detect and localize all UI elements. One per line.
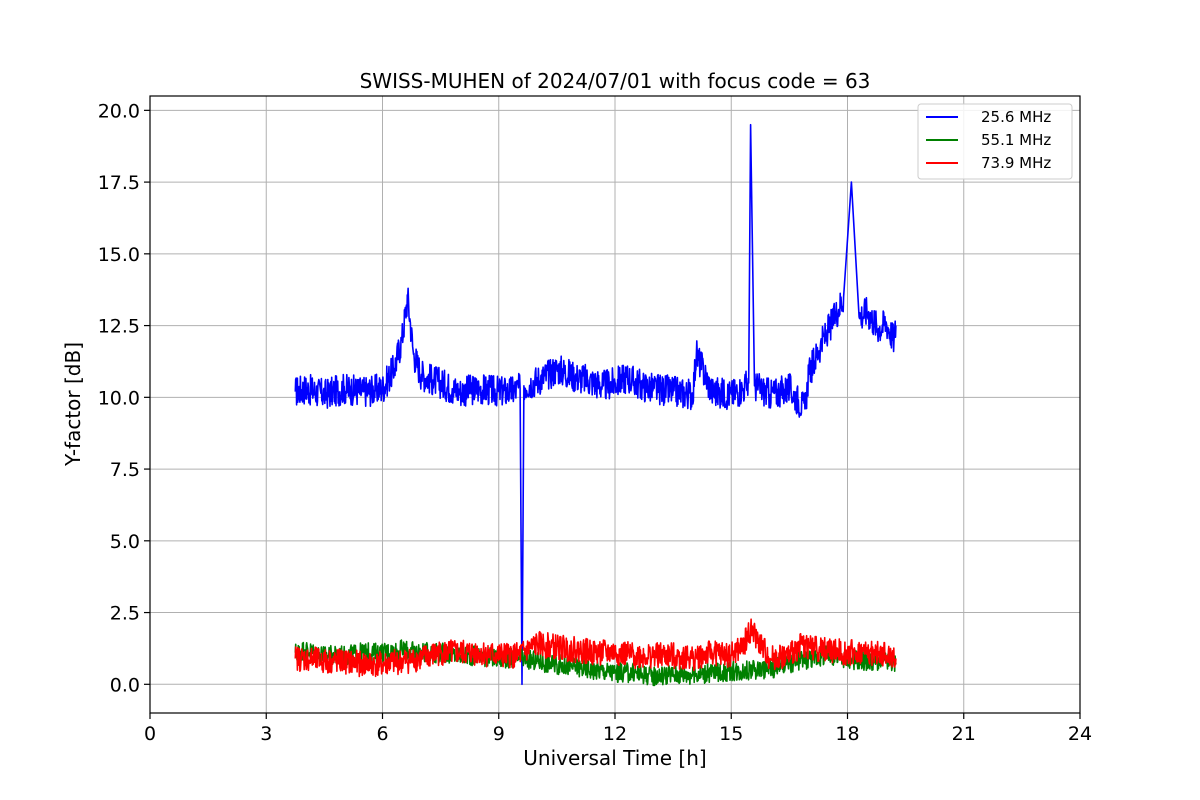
series-line-73-9-mhz bbox=[294, 618, 897, 678]
y-tick-label: 17.5 bbox=[98, 172, 140, 194]
x-tick-label: 24 bbox=[1068, 723, 1092, 745]
y-tick-label: 12.5 bbox=[98, 316, 140, 338]
chart-title: SWISS-MUHEN of 2024/07/01 with focus cod… bbox=[360, 69, 871, 93]
x-axis-label: Universal Time [h] bbox=[523, 746, 706, 770]
x-tick-label: 6 bbox=[376, 723, 388, 745]
legend-entry: 73.9 MHz bbox=[981, 154, 1051, 172]
legend-entry: 25.6 MHz bbox=[981, 108, 1051, 126]
y-tick-label: 7.5 bbox=[110, 459, 140, 481]
y-tick-label: 10.0 bbox=[98, 387, 140, 409]
y-tick-label: 20.0 bbox=[98, 100, 140, 122]
grid bbox=[149, 96, 1081, 713]
x-tick-label: 0 bbox=[144, 723, 156, 745]
series-layer bbox=[294, 123, 897, 687]
y-tick-label: 2.5 bbox=[110, 603, 140, 625]
x-tick-label: 3 bbox=[260, 723, 272, 745]
legend: 25.6 MHz 55.1 MHz 73.9 MHz bbox=[917, 103, 1073, 180]
x-tick-label: 21 bbox=[952, 723, 976, 745]
legend-box bbox=[917, 103, 1073, 180]
legend-entry: 55.1 MHz bbox=[981, 131, 1051, 149]
y-tick-label: 0.0 bbox=[110, 674, 140, 696]
x-tick-label: 18 bbox=[835, 723, 859, 745]
series-line-25-6-mhz bbox=[294, 123, 897, 686]
x-tick-label: 12 bbox=[603, 723, 627, 745]
axis-ticks: 0 3 6 9 12 15 18 21 24 0.0 2.5 5.0 7.5 10.0 12.5 15.0 17… bbox=[98, 100, 1092, 745]
x-tick-label: 9 bbox=[493, 723, 505, 745]
y-axis-label: Y-factor [dB] bbox=[61, 342, 85, 467]
y-tick-label: 5.0 bbox=[110, 531, 140, 553]
x-tick-label: 15 bbox=[719, 723, 743, 745]
y-tick-label: 15.0 bbox=[98, 244, 140, 266]
